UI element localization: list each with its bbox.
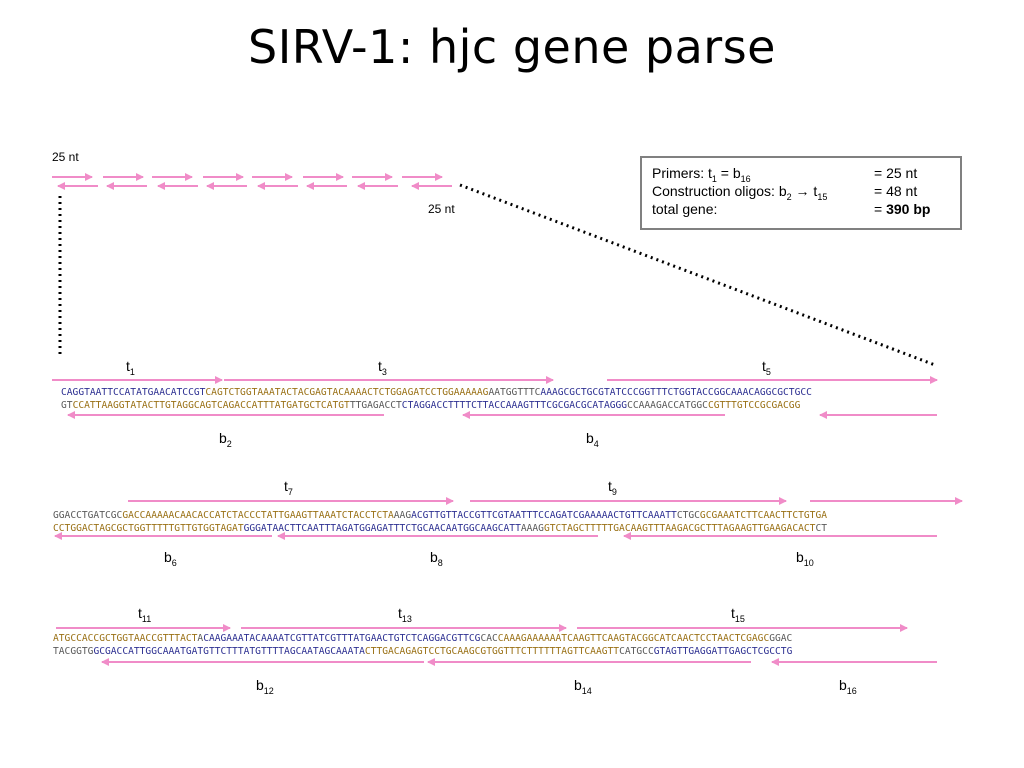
sequence-segment: AAAGCGCTGCGTATCCCGGTTTCTGGTACCGGCAAACAGG… [540, 387, 812, 398]
sequence-segment: ATGCCACCGCTGGTAACCGTTTACT [53, 633, 198, 644]
primers-mid: = b [716, 165, 741, 181]
sequence-segment: CTGC [676, 510, 700, 521]
sequence-segment: GCGAAATCTTCAACTTCTGTGA [699, 510, 827, 521]
sequence-segment: CCATTAAGGTATACTTGTAGGCAGTCAGACCATTTATGAT… [72, 400, 350, 411]
sequence-segment: A [197, 633, 204, 644]
label-b6: b6 [164, 549, 177, 568]
label-b4: b4 [586, 430, 599, 449]
info-box: Primers: t1 = b16 = 25 nt Construction o… [640, 156, 962, 230]
sequence-segment: CTAGGACCTTTTCTTACCAAAGTTTCGCGACGCATAGGG [401, 400, 628, 411]
sequence-block3-top: ATGCCACCGCTGGTAACCGTTTACTACAAGAAATACAAAA… [53, 633, 792, 645]
construction-sub2: 15 [817, 191, 828, 202]
sequence-segment: AAAG [520, 523, 544, 534]
sequence-segment: GGAC [769, 633, 793, 644]
scale-label-top: 25 nt [52, 150, 79, 164]
sequence-block3-bottom: TACGGTGGCGACCATTGGCAAATGATGTTCTTTATGTTTT… [53, 646, 792, 658]
total-label: total gene: [652, 201, 718, 217]
label-b2: b2 [219, 430, 232, 449]
sequence-segment: TACGGTG [53, 646, 94, 657]
primers-sub2: 16 [740, 173, 751, 184]
scale-label-bottom: 25 nt [428, 202, 455, 216]
primers-row: Primers: t1 = b16 = 25 nt [652, 164, 952, 184]
label-t3: t3 [378, 358, 387, 377]
sequence-segment: GTAGTTGAGGATTGAGCTCGCCTG [653, 646, 793, 657]
sequence-segment: GTCTAGCTTTTTGACAAGTTTAAGACGCTTTAGAAGTTGA… [543, 523, 816, 534]
sequence-segment: GT [61, 400, 73, 411]
sequence-segment: CAC [480, 633, 498, 644]
sequence-segment: GGACCTGATCGC [53, 510, 123, 521]
sequence-segment: CAGGTAATTCCATATGAACATCCGT [61, 387, 206, 398]
sequence-segment: GCGACCATTGGCAAATGATGTTCTTTATGTTTTAGCAATA… [93, 646, 365, 657]
sequence-segment: CCTGGACTAGCGCTGGTTTTTGTTGTGGTAGAT [53, 523, 244, 534]
sequence-block1-bottom: GTCCATTAAGGTATACTTGTAGGCAGTCAGACCATTTATG… [61, 400, 800, 412]
sequence-segment: AAG [393, 510, 412, 521]
sequence-segment: AATGGTTTC [488, 387, 541, 398]
sequence-segment: CAGTCTGGTAAATACTACGAGTACAAAACTCTGGAGATCC… [205, 387, 489, 398]
total-value-wrap: = 390 bp [874, 200, 930, 218]
construction-sub1: 2 [786, 191, 792, 202]
total-row: total gene: = 390 bp [652, 200, 952, 218]
primers-label: Primers: t [652, 165, 712, 181]
total-value: 390 bp [886, 201, 931, 217]
sequence-segment: CT [815, 523, 827, 534]
label-t5: t5 [762, 358, 771, 377]
zoom-line-diagonal [459, 183, 936, 367]
page-title: SIRV-1: hjc gene parse [248, 20, 776, 74]
primers-value: = 25 nt [874, 165, 918, 181]
sequence-segment: GACCAAAAACAACACCATCTACCCTATTGAAGTTAAATCT… [122, 510, 394, 521]
sequence-block1-top: CAGGTAATTCCATATGAACATCCGTCAGTCTGGTAAATAC… [61, 387, 812, 399]
label-b14: b14 [574, 677, 592, 696]
construction-label: Construction oligos: b [652, 183, 787, 199]
label-b8: b8 [430, 549, 443, 568]
sequence-segment: GGGATAACTTCAATTTAGATGGAGATTTCTGCAACAATGG… [243, 523, 521, 534]
construction-value: = 48 nt [874, 183, 918, 199]
primers-sub1: 1 [711, 173, 717, 184]
label-b16: b16 [839, 677, 857, 696]
label-b12: b12 [256, 677, 274, 696]
sequence-segment: CCAAAGACCATGGC [627, 400, 708, 411]
label-t7: t7 [284, 478, 293, 497]
sequence-segment: TTGAGACCT [349, 400, 402, 411]
label-b10: b10 [796, 549, 814, 568]
label-t1: t1 [126, 358, 135, 377]
total-eq: = [874, 201, 887, 217]
label-t11: t11 [138, 605, 152, 624]
sequence-segment: ACGTTGTTACCGTTCGTAATTTCCAGATCGAAAAACTGTT… [411, 510, 677, 521]
label-t9: t9 [608, 478, 617, 497]
sequence-segment: CATGCC [619, 646, 654, 657]
sequence-segment: CAAGAAATACAAAATCGTTATCGTTTATGAACTGTCTCAG… [203, 633, 481, 644]
sequence-block2-top: GGACCTGATCGCGACCAAAAACAACACCATCTACCCTATT… [53, 510, 827, 522]
sequence-segment: CGTTTGTCCGCGACGG [707, 400, 801, 411]
oligo-arrows [52, 173, 963, 666]
label-t15: t15 [731, 605, 745, 624]
sequence-segment: CAAAGAAAAAATCAAGTTCAAGTACGGCATCAACTCCTAA… [497, 633, 770, 644]
sequence-block2-bottom: CCTGGACTAGCGCTGGTTTTTGTTGTGGTAGATGGGATAA… [53, 523, 827, 535]
sequence-segment: CTTGACAGAGTCCTGCAAGCGTGGTTTCTTTTTTAGTTCA… [364, 646, 620, 657]
construction-row: Construction oligos: b2 → t15 = 48 nt [652, 182, 952, 202]
label-t13: t13 [398, 605, 412, 624]
construction-arrow: → t [791, 183, 818, 199]
